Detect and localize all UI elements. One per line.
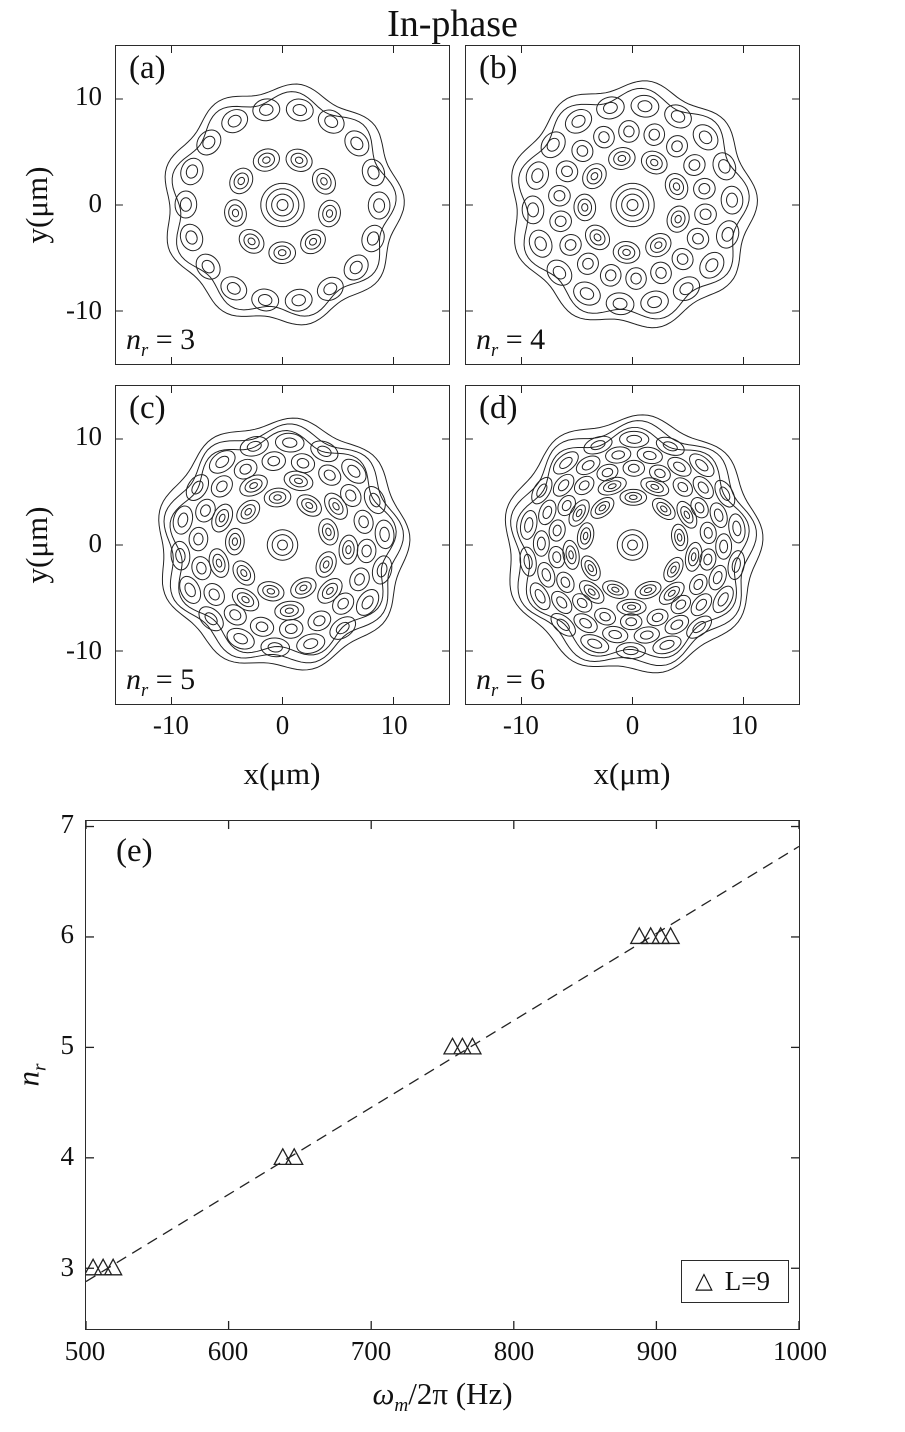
contour-plot-b [466,46,799,364]
y-axis-label-e: nr [10,1063,51,1087]
panel-label-e: (e) [116,833,153,869]
scatter-triangle-marker [629,926,649,945]
contour-panel-b: (b) nr = 4 [465,45,800,365]
x-tick-label: 900 [636,1336,678,1366]
x-tick-label: 800 [493,1336,535,1366]
y-tick-label: 3 [60,1252,75,1283]
x-tick-label: -10 [152,710,189,740]
x-axis-label-col1: x(μm) [243,756,321,791]
scatter-panel-e: (e) △ L=9 [85,820,800,1330]
scatter-triangle-marker [273,1147,293,1166]
scatter-triangle-marker [462,1036,483,1055]
scatter-triangle-marker [284,1147,304,1166]
y-tick-label: 10 [75,421,102,452]
x-axis-label-e: ωm/2π (Hz) [372,1376,513,1417]
y-tick-label: 7 [60,808,75,839]
x-tick-label: 1000 [773,1336,827,1366]
y-tick-label: 4 [60,1141,75,1172]
x-tick-label: 0 [625,710,640,740]
y-tick-label: 10 [75,81,102,112]
contour-plot-d [466,386,799,704]
contour-plot-a [116,46,449,364]
panel-label-a: (a) [129,50,166,86]
x-tick-label: 500 [64,1336,106,1366]
legend: △ L=9 [681,1260,789,1303]
y-tick-label: 0 [88,188,103,218]
scatter-triangle-marker [661,926,681,945]
scatter-plot [86,821,799,1329]
y-tick-label: 6 [60,919,75,950]
x-axis-label-col2: x(μm) [593,756,671,791]
scatter-triangle-marker [452,1036,473,1055]
x-tick-label: 10 [380,710,408,740]
y-tick-label: -10 [66,294,102,325]
x-tick-label: 700 [350,1336,392,1366]
scatter-triangle-marker [442,1036,463,1055]
scatter-triangle-marker [93,1257,113,1276]
triangle-marker-icon: △ [695,1267,713,1293]
scatter-triangle-marker [641,926,661,945]
y-tick-label: 0 [88,528,103,558]
panel-label-c: (c) [129,390,166,426]
x-tick-label: 10 [730,710,758,740]
panel-label-d: (d) [479,390,518,426]
nr-annotation-b: nr = 4 [476,323,546,361]
contour-panel-a: (a) nr = 3 [115,45,450,365]
panel-label-b: (b) [479,50,518,86]
contour-panel-c: (c) nr = 5 [115,385,450,705]
scatter-triangle-marker [651,926,671,945]
nr-annotation-d: nr = 6 [476,663,546,701]
x-tick-label: 600 [207,1336,249,1366]
x-tick-label: 0 [275,710,290,740]
nr-annotation-a: nr = 3 [126,323,196,361]
contour-panel-d: (d) nr = 6 [465,385,800,705]
figure-title: In-phase [387,3,518,45]
legend-label: L=9 [724,1266,770,1296]
y-tick-label: 5 [60,1030,75,1061]
y-tick-label: -10 [66,634,102,665]
contour-plot-c [116,386,449,704]
scatter-triangle-marker [86,1257,103,1276]
nr-annotation-c: nr = 5 [126,663,196,701]
scatter-triangle-marker [103,1257,123,1276]
x-tick-label: -10 [502,710,539,740]
